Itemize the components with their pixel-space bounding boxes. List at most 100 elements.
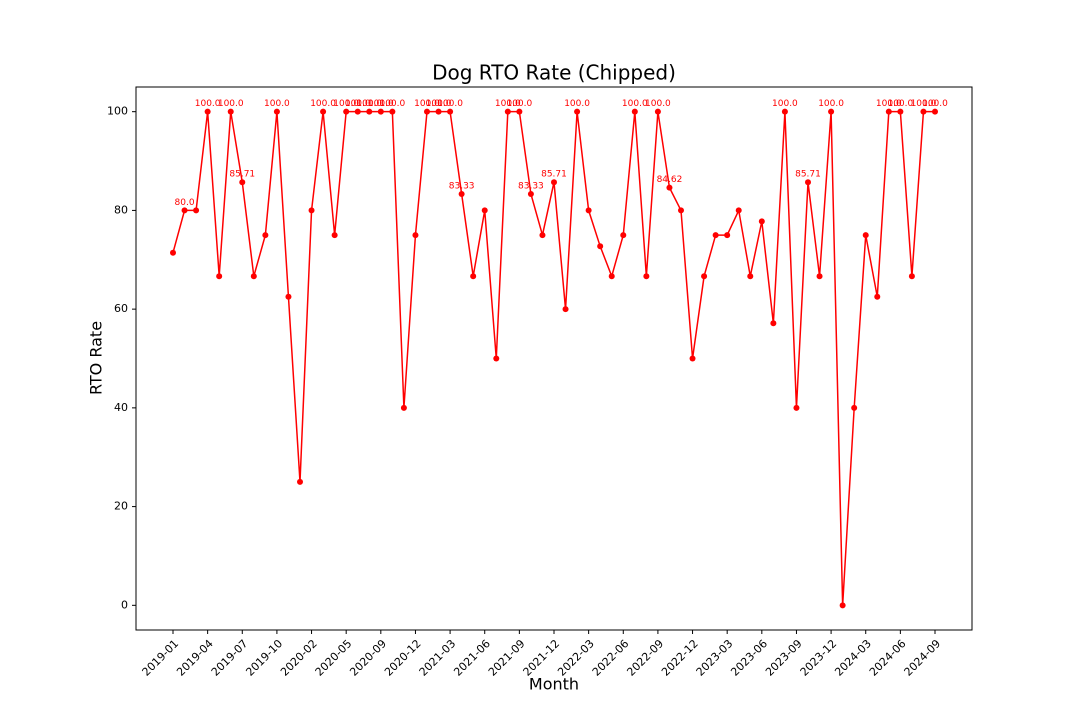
data-point	[701, 273, 708, 280]
data-point	[250, 273, 257, 280]
data-point	[654, 108, 661, 115]
data-point	[377, 108, 384, 115]
data-point	[585, 207, 592, 214]
data-label: 100.0	[506, 99, 532, 109]
data-point	[343, 108, 350, 115]
data-label: 100.0	[622, 99, 648, 109]
data-label: 100.0	[356, 99, 382, 109]
data-label: 100.0	[333, 99, 359, 109]
data-point	[805, 179, 811, 186]
data-point	[504, 108, 511, 115]
data-label: 83.33	[518, 181, 544, 191]
data-point	[354, 108, 361, 115]
data-label: 100.0	[379, 99, 405, 109]
data-point	[932, 108, 938, 115]
data-point	[620, 232, 627, 239]
data-label: 100.0	[922, 99, 948, 109]
data-label: 80.0	[175, 198, 195, 208]
data-point	[216, 273, 223, 280]
data-point	[516, 108, 523, 115]
data-point	[435, 108, 442, 115]
data-label: 100.0	[426, 99, 452, 109]
data-point	[851, 404, 858, 411]
data-label: 100.0	[218, 99, 244, 109]
data-point	[758, 218, 765, 225]
data-point	[170, 249, 176, 256]
data-point	[539, 232, 546, 239]
data-point	[412, 232, 419, 239]
data-point	[885, 108, 892, 115]
data-point	[308, 207, 315, 214]
x-axis-label: Month	[529, 675, 579, 694]
y-tick-label: 100	[107, 105, 128, 118]
data-point	[273, 108, 280, 115]
data-point	[874, 293, 881, 300]
data-label: 100.0	[772, 99, 798, 109]
data-label: 100.0	[310, 99, 336, 109]
data-point	[666, 184, 673, 191]
data-point	[631, 108, 638, 115]
data-point	[285, 293, 292, 300]
data-point	[181, 207, 188, 214]
data-point	[204, 108, 211, 115]
data-point	[597, 243, 604, 250]
data-label: 100.0	[876, 99, 902, 109]
y-tick-label: 40	[114, 401, 128, 414]
data-point	[689, 355, 696, 362]
data-label: 85.71	[229, 170, 255, 180]
data-point	[481, 207, 488, 214]
data-point	[816, 273, 823, 280]
data-point	[828, 108, 835, 115]
data-point	[770, 320, 777, 327]
data-point	[527, 190, 534, 197]
data-point	[839, 602, 846, 609]
data-label: 100.0	[437, 99, 463, 109]
data-label: 83.33	[449, 181, 475, 191]
data-point	[747, 273, 754, 280]
data-label: 85.71	[795, 170, 821, 180]
data-label: 100.0	[818, 99, 844, 109]
data-label: 100.0	[911, 99, 937, 109]
data-point	[227, 108, 234, 115]
data-label: 85.71	[541, 170, 567, 180]
y-axis-label: RTO Rate	[87, 321, 106, 395]
data-label: 100.0	[887, 99, 913, 109]
data-label: 100.0	[368, 99, 394, 109]
y-tick-label: 60	[114, 302, 128, 315]
data-point	[678, 207, 684, 214]
data-point	[366, 108, 373, 115]
data-point	[551, 179, 557, 186]
data-point	[897, 108, 904, 115]
data-label: 100.0	[414, 99, 440, 109]
data-label: 84.62	[657, 175, 683, 185]
data-point	[262, 232, 269, 239]
y-tick-label: 20	[114, 500, 128, 513]
chart-title: Dog RTO Rate (Chipped)	[432, 61, 676, 85]
data-point	[781, 108, 788, 115]
data-point	[862, 232, 869, 239]
data-point	[424, 108, 430, 115]
data-point	[400, 404, 407, 411]
data-point	[712, 232, 719, 239]
data-point	[735, 207, 742, 214]
data-point	[724, 232, 731, 239]
data-label: 100.0	[345, 99, 371, 109]
y-tick-label: 80	[114, 203, 128, 216]
y-tick-label: 0	[121, 598, 128, 611]
data-point	[574, 108, 581, 115]
plot-frame	[135, 86, 973, 631]
data-point	[458, 190, 465, 197]
data-point	[493, 355, 500, 362]
data-point	[470, 273, 477, 280]
data-label: 100.0	[564, 99, 590, 109]
data-label: 100.0	[495, 99, 521, 109]
data-point	[331, 232, 338, 239]
data-label: 100.0	[264, 99, 290, 109]
data-point	[908, 273, 915, 280]
data-label: 100.0	[645, 99, 671, 109]
data-label: 100.0	[195, 99, 221, 109]
data-point	[320, 108, 327, 115]
data-point	[608, 273, 615, 280]
